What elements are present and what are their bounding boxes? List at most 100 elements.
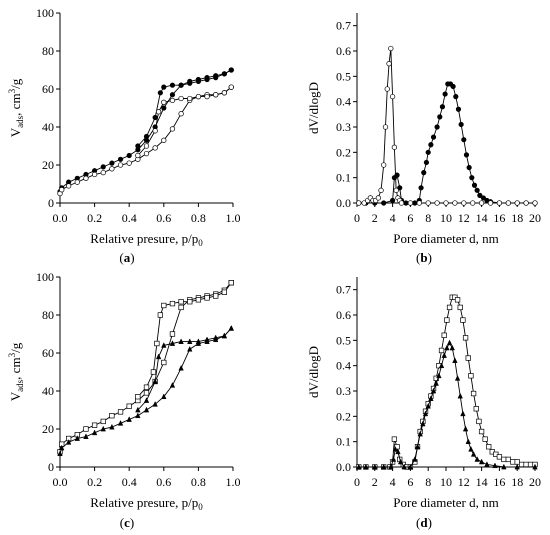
y-tick-label: 0.6 <box>336 44 351 58</box>
data-point-points <box>478 200 485 206</box>
data-point-points <box>518 461 525 468</box>
data-point-points <box>468 445 474 452</box>
x-axis-title: Pore diameter d, nm <box>393 495 498 510</box>
data-point-desorption <box>178 95 184 102</box>
data-point-points <box>514 200 520 206</box>
y-tick-label: 0.5 <box>336 333 351 347</box>
data-point-adsorption <box>117 409 124 415</box>
data-point-points <box>441 332 447 338</box>
y-tick-label: 40 <box>42 384 54 398</box>
data-point-points <box>398 200 405 206</box>
data-point-points <box>465 355 471 361</box>
data-point-adsorption <box>117 420 124 426</box>
data-point-adsorption <box>65 439 72 445</box>
data-point-points <box>356 463 362 470</box>
series-line-adsorption <box>59 327 232 454</box>
x-tick-label: 20 <box>529 211 541 225</box>
data-point-points <box>417 430 423 437</box>
data-point-points <box>496 200 503 206</box>
data-point-points <box>469 175 475 181</box>
data-point-desorption <box>143 133 150 140</box>
data-point-points <box>388 45 394 52</box>
data-point-desorption <box>152 114 158 121</box>
data-point-points <box>394 444 400 450</box>
data-point-points <box>462 335 469 341</box>
x-tick-label: 2 <box>372 475 378 489</box>
panel-a-caption: (a) <box>119 250 134 265</box>
data-point-points <box>505 456 511 463</box>
x-tick-label: 4 <box>390 211 396 225</box>
x-tick-label: 12 <box>458 211 470 225</box>
data-point-desorption <box>178 299 184 305</box>
data-point-desorption <box>161 342 167 348</box>
data-point-points <box>492 462 498 469</box>
data-point-points <box>438 347 445 354</box>
data-point-points <box>487 200 494 206</box>
x-tick-label: 0 <box>354 211 360 225</box>
x-tick-label: 0.2 <box>87 475 102 489</box>
data-point-points <box>474 456 480 462</box>
y-tick-label: 60 <box>42 346 54 360</box>
data-point-points <box>501 463 507 470</box>
x-tick-label: 8 <box>425 211 431 225</box>
series-line-points <box>358 296 535 468</box>
data-point-desorption <box>169 340 176 346</box>
data-point-points <box>442 91 448 97</box>
data-point-points <box>356 200 362 206</box>
data-point-desorption <box>228 280 234 286</box>
y-tick-label: 0.2 <box>336 145 351 159</box>
series-line-adsorption <box>59 282 232 452</box>
series-line-adsorption <box>59 69 232 192</box>
series-1 <box>57 67 234 195</box>
data-point-adsorption <box>117 162 124 168</box>
data-point-points <box>446 304 453 311</box>
data-point-adsorption <box>109 423 115 430</box>
data-point-points <box>477 192 483 198</box>
y-tick-label: 0.7 <box>336 283 351 297</box>
data-point-desorption <box>169 97 176 104</box>
data-point-points <box>434 200 440 206</box>
data-point-points <box>443 200 449 206</box>
data-point-points <box>423 159 430 166</box>
x-tick-label: 12 <box>458 475 470 489</box>
data-point-points <box>407 200 414 206</box>
data-point-points <box>444 317 450 323</box>
data-point-desorption <box>187 95 193 102</box>
data-point-adsorption <box>143 150 150 157</box>
series-line-desorption <box>137 86 232 156</box>
y-tick-label: 0.6 <box>336 308 351 322</box>
data-point-points <box>428 395 434 401</box>
data-point-points <box>438 362 445 369</box>
x-tick-label: 0.4 <box>122 211 137 225</box>
data-point-points <box>523 461 529 468</box>
data-point-points <box>437 114 443 120</box>
data-point-adsorption <box>178 111 184 117</box>
y-tick-label: 60 <box>42 82 54 96</box>
data-point-desorption <box>155 109 162 115</box>
data-point-adsorption <box>109 413 115 419</box>
data-point-adsorption <box>100 164 106 170</box>
series-2 <box>356 339 538 470</box>
x-tick-label: 20 <box>529 475 541 489</box>
x-tick-label: 18 <box>511 475 523 489</box>
y-tick-label: 20 <box>42 158 54 172</box>
data-point-desorption <box>228 325 234 331</box>
data-point-desorption <box>152 128 158 134</box>
data-point-adsorption <box>161 393 167 400</box>
y-tick-label: 0.4 <box>336 359 351 373</box>
data-point-points <box>392 445 398 452</box>
x-axis-title: Relative presure, p/p0 <box>90 495 203 512</box>
panel-c-caption: (c) <box>120 515 134 530</box>
y-tick-label: 80 <box>42 44 54 58</box>
x-tick-label: 14 <box>476 211 488 225</box>
x-tick-label: 0.2 <box>87 211 102 225</box>
x-tick-label: 0 <box>354 475 360 489</box>
data-point-points <box>430 387 437 394</box>
data-point-points <box>465 438 471 445</box>
data-point-points <box>466 164 472 171</box>
x-tick-label: 6 <box>407 475 413 489</box>
data-point-points <box>454 375 461 381</box>
x-axis-title: Relative presure, p/p0 <box>90 231 203 248</box>
x-tick-label: 0.4 <box>122 475 137 489</box>
data-point-points <box>421 170 427 176</box>
